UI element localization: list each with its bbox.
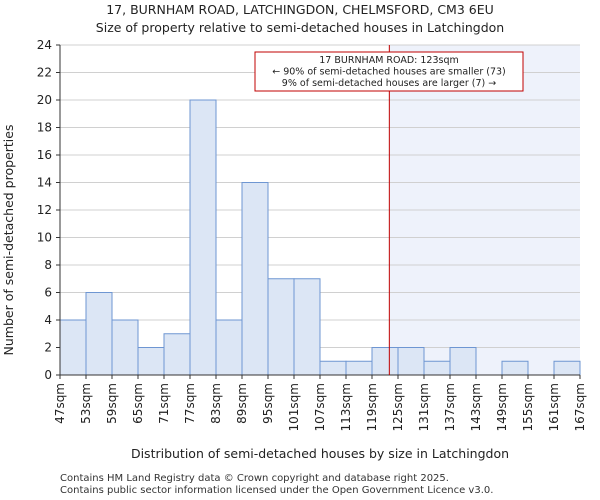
y-tick-label: 10 (37, 231, 52, 245)
x-tick-label: 59sqm (105, 383, 119, 424)
x-tick-label: 83sqm (209, 383, 223, 424)
x-tick-label: 107sqm (313, 383, 327, 431)
bar-137sqm (449, 347, 477, 376)
y-tick-label: 8 (44, 258, 52, 272)
annotation-box (254, 51, 524, 92)
bar-125sqm (397, 347, 425, 376)
x-tick-label: 131sqm (417, 383, 431, 431)
bar-161sqm (553, 360, 581, 376)
y-tick-label: 18 (37, 121, 52, 135)
x-tick-label: 167sqm (573, 383, 587, 431)
bar-65sqm (137, 347, 165, 376)
x-tick-label: 143sqm (469, 383, 483, 431)
y-tick-label: 24 (37, 38, 52, 52)
y-tick-label: 12 (37, 203, 52, 217)
annotation-line-1: 17 BURNHAM ROAD: 123sqm (319, 55, 458, 66)
footer-licence: Contains public sector information licen… (60, 485, 494, 496)
y-tick-label: 0 (44, 368, 52, 382)
y-tick-label: 4 (44, 313, 52, 327)
y-tick-label: 2 (44, 341, 52, 355)
x-tick-label: 71sqm (157, 383, 171, 424)
x-tick-label: 65sqm (131, 383, 145, 424)
bar-53sqm (85, 292, 113, 376)
x-tick-label: 47sqm (53, 383, 67, 424)
x-tick-label: 113sqm (339, 383, 353, 431)
x-tick-label: 89sqm (235, 383, 249, 424)
bar-83sqm (215, 319, 243, 376)
bar-119sqm (371, 347, 399, 376)
x-tick-label: 161sqm (547, 383, 561, 431)
bar-47sqm (59, 319, 87, 376)
bar-77sqm (189, 99, 217, 376)
bar-131sqm (423, 360, 451, 376)
bar-149sqm (501, 360, 529, 376)
annotation-line-3: 9% of semi-detached houses are larger (7… (282, 78, 496, 89)
x-tick-label: 119sqm (365, 383, 379, 431)
x-tick-label: 155sqm (521, 383, 535, 431)
x-tick-label: 101sqm (287, 383, 301, 431)
y-tick-label: 6 (44, 286, 52, 300)
x-tick-label: 125sqm (391, 383, 405, 431)
chart-title-line2: Size of property relative to semi-detach… (95, 20, 505, 35)
bar-113sqm (345, 360, 373, 376)
bar-59sqm (111, 319, 139, 376)
annotation-line-2: ← 90% of semi-detached houses are smalle… (272, 67, 506, 78)
bar-107sqm (319, 360, 347, 376)
x-tick-label: 53sqm (79, 383, 93, 424)
x-axis-title: Distribution of semi-detached houses by … (131, 446, 509, 461)
x-tick-label: 149sqm (495, 383, 509, 431)
y-axis-title: Number of semi-detached properties (1, 125, 16, 356)
bar-89sqm (241, 182, 269, 376)
bar-95sqm (267, 278, 295, 376)
y-tick-label: 16 (37, 148, 52, 162)
y-tick-label: 22 (37, 66, 52, 80)
bar-71sqm (163, 333, 191, 376)
x-tick-label: 95sqm (261, 383, 275, 424)
x-tick-label: 77sqm (183, 383, 197, 424)
x-tick-label: 137sqm (443, 383, 457, 431)
footer-copyright: Contains HM Land Registry data © Crown c… (60, 473, 449, 484)
chart-title-line1: 17, BURNHAM ROAD, LATCHINGDON, CHELMSFOR… (106, 2, 494, 17)
y-tick-label: 20 (37, 93, 52, 107)
bar-101sqm (293, 278, 321, 376)
y-tick-label: 14 (37, 176, 52, 190)
